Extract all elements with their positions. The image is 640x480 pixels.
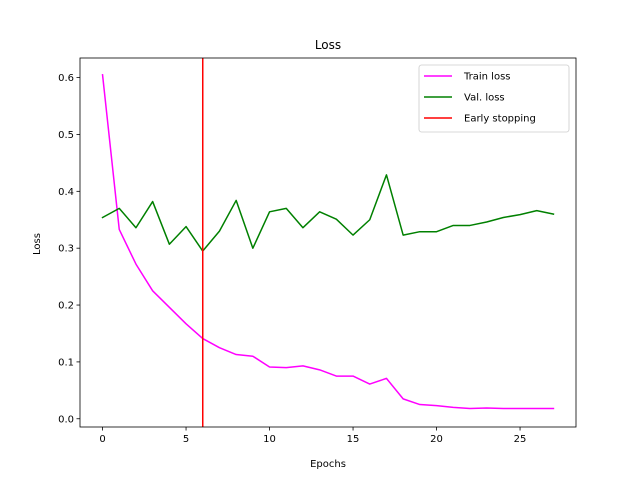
y-tick-label: 0.5 [58,130,74,141]
x-tick-label: 5 [183,434,189,445]
axes-frame [79,57,577,428]
legend-label: Val. loss [464,93,505,104]
legend: Train loss Val. loss Early stopping [418,64,570,133]
x-tick-label: 10 [263,434,276,445]
x-tick-label: 15 [347,434,360,445]
legend-box [418,64,570,133]
y-axis-label: Loss [32,233,43,255]
y-tick-label: 0.4 [58,187,74,198]
y-tick-label: 0.2 [58,301,74,312]
series-line-train-loss [101,73,555,410]
plot-area [101,58,555,427]
y-tick-label: 0.3 [58,244,74,255]
legend-label: Train loss [463,72,511,83]
chart-title: Loss [315,38,341,52]
legend-label: Early stopping [464,114,536,125]
x-tick-label: 0 [99,434,105,445]
axes: 0 5 10 15 20 25 0.0 0.1 0.2 0.3 0.4 0.5 0.6 [58,57,577,445]
x-axis-label: Epochs [310,459,346,470]
y-tick-label: 0.6 [58,73,74,84]
y-tick-label: 0.0 [58,414,74,425]
y-tick-label: 0.1 [58,357,74,368]
x-tick-label: 20 [430,434,443,445]
series-line-val-loss [101,174,555,252]
x-tick-label: 25 [514,434,527,445]
